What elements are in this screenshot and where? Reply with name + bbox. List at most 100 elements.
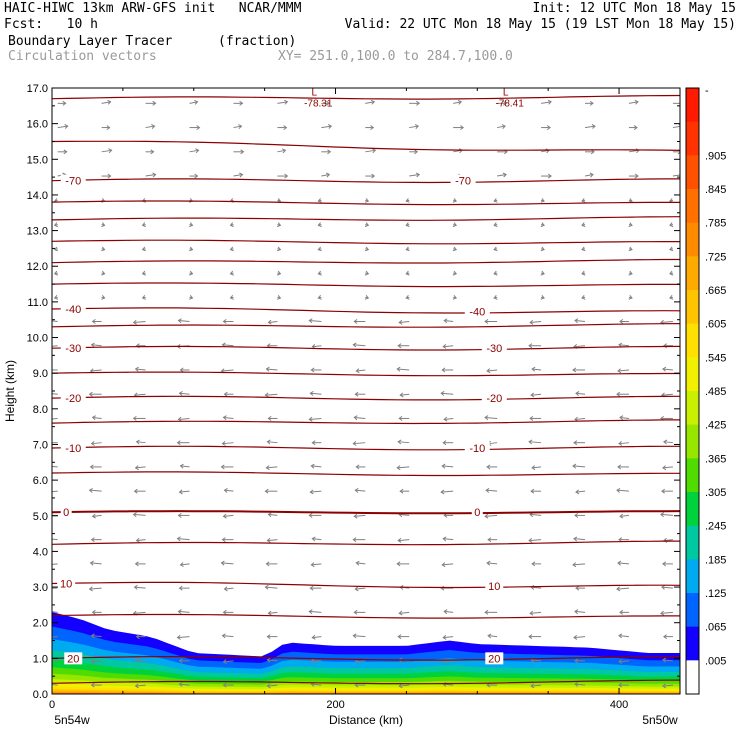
circulation-vector: [573, 538, 586, 541]
vector-arrowhead: [284, 99, 289, 105]
vector-arrowhead: [662, 561, 667, 567]
vector-arrowhead: [196, 125, 201, 131]
y-tick-label: 1.0: [33, 653, 48, 665]
forecast-hour: Fcst: 10 h: [4, 17, 98, 32]
vector-arrowhead: [48, 319, 51, 323]
vector-arrowhead: [531, 366, 536, 372]
circulation-vector: [443, 636, 454, 639]
init-time: Init: 12 UTC Mon 18 May 15: [532, 1, 737, 16]
colorbar-swatch: [686, 222, 699, 257]
circulation-vector: [365, 101, 375, 104]
vector-arrowhead: [90, 537, 95, 543]
vector-arrowhead: [177, 512, 182, 518]
vector-arrowhead: [528, 343, 533, 349]
vector-arrowhead: [90, 659, 95, 665]
vector-arrowhead: [572, 463, 577, 469]
vector-arrowhead: [398, 683, 403, 689]
vector-arrowhead: [283, 125, 288, 131]
circulation-vector: [661, 393, 673, 396]
vector-arrowhead: [189, 294, 194, 300]
circulation-vector: [312, 538, 322, 541]
vector-arrowhead: [484, 415, 489, 421]
vector-arrowhead: [669, 222, 674, 228]
circulation-vector: [189, 149, 199, 153]
vector-arrowhead: [486, 368, 491, 374]
vector-arrowhead: [327, 149, 332, 155]
vector-arrowhead: [530, 683, 535, 689]
x-axis-label: Distance (km): [329, 713, 403, 727]
vector-arrowhead: [222, 609, 227, 615]
contour-label-bg: [60, 303, 86, 316]
vector-arrowhead: [486, 560, 491, 566]
contour-label-bg: [471, 506, 483, 519]
circulation-vector: [89, 587, 102, 590]
contour-label: -10: [469, 443, 485, 455]
vector-arrowhead: [89, 464, 94, 470]
contour-label-bg: [60, 392, 86, 405]
vector-arrowhead: [229, 294, 234, 300]
circulation-vector: [353, 442, 366, 445]
vector-arrowhead: [618, 537, 623, 543]
circulation-vector: [444, 319, 454, 322]
vector-arrowhead: [662, 366, 667, 372]
vector-arrowhead: [194, 173, 199, 179]
colorbar-label: .305: [705, 487, 726, 499]
circulation-vector: [310, 490, 322, 493]
circulation-vector: [309, 319, 322, 322]
circulation-vector: [486, 489, 498, 492]
circulation-vector: [356, 369, 366, 372]
vector-arrowhead: [662, 657, 667, 663]
y-tick-label: 8.0: [33, 404, 48, 416]
contour-label: -20: [486, 393, 502, 405]
circulation-vector: [309, 417, 322, 420]
vector-arrowhead: [364, 270, 370, 276]
vector-arrowhead: [107, 173, 112, 179]
contour-label-bg: [485, 580, 504, 593]
vector-arrowhead: [265, 366, 270, 372]
colorbar-label: .545: [705, 352, 726, 364]
circulation-vector: [101, 149, 112, 153]
vector-arrowhead: [223, 586, 228, 592]
vector-arrowhead: [353, 415, 358, 421]
y-tick-label: 11.0: [27, 297, 48, 309]
circulation-vector: [178, 417, 190, 420]
vector-arrowhead: [618, 342, 623, 348]
contour-label-bg: [64, 652, 83, 665]
y-tick-label: 0.0: [33, 689, 48, 701]
vector-arrowhead: [53, 246, 59, 252]
vector-arrowhead: [276, 246, 282, 252]
vector-arrowhead: [276, 270, 282, 276]
vector-arrowhead: [669, 270, 674, 276]
circulation-vector: [268, 320, 278, 323]
x-end-label: 5n50w: [642, 713, 678, 727]
vector-arrowhead: [133, 584, 138, 590]
isotherm-line: [52, 445, 680, 451]
colorbar-label: .485: [705, 386, 726, 398]
circulation-vector: [136, 539, 146, 542]
vector-arrowhead: [101, 222, 106, 228]
circulation-vector: [444, 610, 454, 613]
vector-arrowhead: [573, 634, 578, 640]
vector-arrowhead: [326, 100, 331, 106]
contour-label: -40: [469, 306, 485, 318]
circulation-vector: [532, 368, 542, 371]
circulation-vector: [90, 562, 102, 565]
circulation-vector: [618, 635, 630, 638]
vector-arrowhead: [317, 198, 322, 203]
vector-arrowhead: [222, 659, 227, 665]
circulation-vector: [267, 659, 278, 662]
colorbar-frame: [685, 87, 700, 695]
vector-arrowhead: [352, 441, 357, 446]
circulation-vector: [52, 393, 58, 395]
vector-arrowhead: [108, 148, 113, 154]
circulation-vector: [134, 586, 146, 589]
vector-arrowhead: [370, 99, 376, 105]
vector-arrowhead: [354, 391, 359, 397]
vector-arrowhead: [581, 246, 586, 252]
circulation-vector: [662, 368, 673, 371]
vector-arrowhead: [90, 441, 95, 446]
contour-label-bg: [464, 442, 490, 455]
circulation-vector: [52, 490, 58, 493]
vector-arrowhead: [528, 538, 533, 543]
vector-arrowhead: [572, 562, 577, 568]
